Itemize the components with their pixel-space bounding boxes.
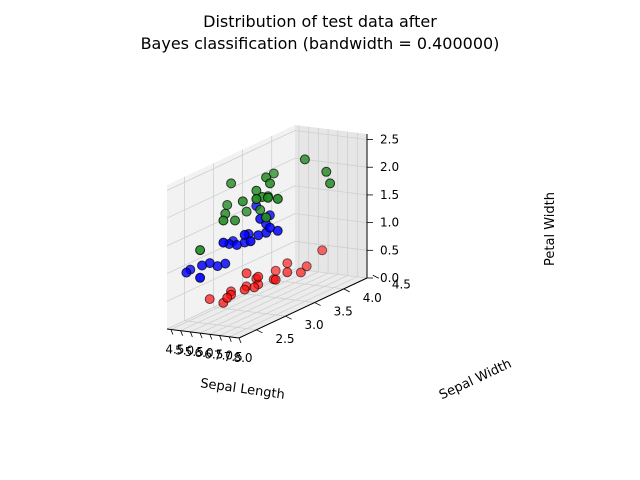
- tick-labels: 4.55.05.56.06.57.07.58.02.53.03.54.04.50…: [165, 133, 411, 365]
- y-tick-label: 2.5: [275, 332, 294, 346]
- x-axis-label: Sepal Length: [199, 376, 285, 403]
- z-grid-line: [166, 157, 368, 219]
- data-point-series-3: [226, 178, 237, 189]
- data-point-series-1: [239, 284, 250, 295]
- chart-title-line-1: Distribution of test data after: [203, 12, 437, 31]
- z-tick-label: 1.5: [380, 188, 399, 202]
- x-axis-line: [166, 328, 240, 339]
- data-point-series-1: [222, 292, 233, 303]
- data-point-series-3: [325, 178, 336, 189]
- data-point-series-3: [321, 166, 332, 177]
- x-tick-mark: [189, 331, 193, 338]
- grid-lines: [166, 125, 368, 339]
- z-grid-line: [166, 240, 368, 302]
- y-axis-line: [238, 277, 368, 339]
- data-point-series-1: [295, 267, 306, 278]
- z-grid-line: [166, 268, 368, 330]
- data-point-series-2: [265, 222, 275, 233]
- data-point-series-1: [317, 245, 328, 256]
- data-point-series-2: [195, 272, 206, 283]
- data-point-series-3: [218, 215, 229, 226]
- data-point-series-3: [251, 194, 262, 204]
- data-point-series-3: [272, 193, 283, 204]
- data-point-series-1: [282, 267, 293, 278]
- y-tick-mark: [256, 329, 263, 334]
- data-point-series-2: [253, 230, 264, 241]
- y-tick-label: 4.0: [363, 291, 382, 305]
- x-tick-label: 6.0: [195, 346, 214, 360]
- x-tick-label: 5.5: [185, 345, 204, 359]
- data-point-series-3: [268, 168, 279, 179]
- data-point-series-2: [181, 267, 192, 278]
- data-point-series-3: [237, 196, 248, 207]
- z-grid-line: [166, 130, 368, 191]
- data-point-series-2: [239, 229, 250, 240]
- data-point-series-3: [195, 245, 206, 256]
- z-tick-label: 0.5: [380, 243, 399, 257]
- back-pane: [295, 125, 367, 278]
- y-tick-label: 3.0: [305, 318, 324, 332]
- y-axis-label: Sepal Width: [437, 357, 514, 404]
- x-tick-mark: [199, 332, 203, 339]
- data-point-series-2: [231, 240, 242, 250]
- x-tick-mark: [180, 330, 183, 336]
- x-tick-label: 6.5: [204, 347, 223, 361]
- data-point-series-2: [245, 236, 256, 247]
- data-point-series-3: [263, 192, 273, 203]
- z-grid-line: [166, 185, 368, 247]
- x-tick-mark: [209, 334, 213, 340]
- data-point-series-3: [265, 178, 275, 189]
- z-grid-line: [166, 213, 368, 274]
- data-point-series-3: [222, 200, 233, 210]
- x-tick-label: 8.0: [233, 351, 252, 365]
- y-tick-mark: [285, 315, 292, 320]
- data-point-series-1: [301, 261, 312, 272]
- data-point-series-1: [241, 268, 252, 279]
- x-tick-label: 7.0: [214, 349, 233, 363]
- x-tick-label: 7.5: [224, 350, 243, 364]
- x-tick-mark: [238, 337, 242, 344]
- y-tick-label: 4.5: [392, 277, 411, 291]
- data-point-series-1: [249, 282, 260, 293]
- z-tick-label: 0.0: [380, 271, 399, 285]
- x-tick-mark: [170, 329, 174, 335]
- axis-lines: [166, 134, 368, 339]
- x-tick-mark: [219, 335, 222, 341]
- data-point-series-1: [270, 274, 281, 285]
- data-point-series-3: [241, 206, 252, 217]
- z-tick-label: 2.5: [380, 133, 399, 147]
- z-tick-label: 1.0: [380, 216, 399, 230]
- y-tick-mark: [343, 288, 350, 293]
- data-point-series-3: [230, 215, 240, 226]
- data-points: [181, 154, 336, 308]
- y-tick-mark: [314, 302, 321, 306]
- data-point-series-2: [197, 260, 207, 271]
- z-axis-label: Petal Width: [543, 192, 558, 266]
- data-point-series-1: [253, 271, 264, 282]
- x-tick-label: 5.0: [175, 344, 194, 358]
- z-tick-label: 2.0: [380, 160, 399, 174]
- data-point-series-1: [204, 294, 215, 305]
- data-point-series-2: [218, 237, 229, 248]
- x-tick-label: 4.5: [165, 342, 184, 356]
- data-point-series-3: [255, 204, 266, 215]
- data-point-series-3: [261, 212, 272, 223]
- floor-pane: [167, 269, 367, 338]
- y-tick-label: 3.5: [334, 305, 353, 319]
- data-point-series-1: [282, 258, 293, 269]
- chart-title-line-2: Bayes classification (bandwidth = 0.4000…: [140, 34, 500, 53]
- x-tick-mark: [228, 336, 232, 342]
- data-point-series-3: [299, 154, 310, 165]
- y-tick-mark: [372, 274, 379, 279]
- data-point-series-1: [270, 265, 281, 276]
